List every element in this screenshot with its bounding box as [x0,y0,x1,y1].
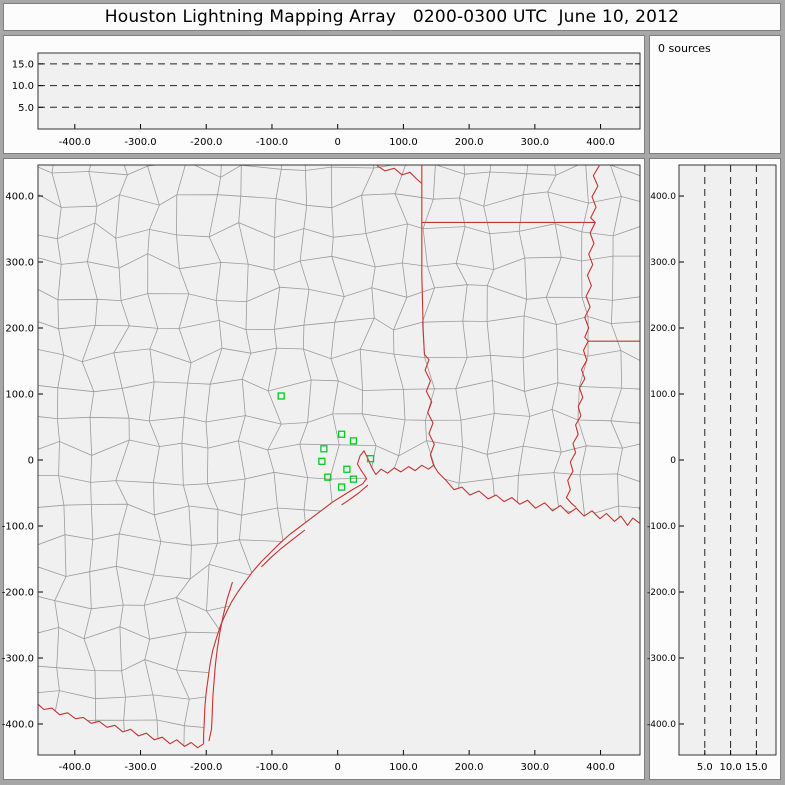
sources-panel: 0 sources [649,35,781,154]
svg-text:400.0: 400.0 [586,137,615,148]
svg-text:300.0: 300.0 [5,258,34,269]
svg-text:0: 0 [334,762,340,773]
svg-text:-400.0: -400.0 [2,719,34,730]
svg-text:-400.0: -400.0 [647,720,676,730]
svg-text:200.0: 200.0 [650,324,676,334]
svg-text:-200.0: -200.0 [2,587,34,598]
svg-text:200.0: 200.0 [455,137,484,148]
svg-text:0: 0 [28,456,34,467]
svg-text:15.0: 15.0 [12,59,34,70]
svg-text:-300.0: -300.0 [647,654,676,664]
altitude-ew-plot: 5.0 10.0 15.0 -400.0 -300.0 -200.0 -100.0 0 100.… [12,52,641,148]
altitude-ew-panel: 5.0 10.0 15.0 -400.0 -300.0 -200.0 -100.0 0 100.… [3,35,645,154]
svg-text:400.0: 400.0 [586,762,615,773]
svg-text:200.0: 200.0 [5,324,34,335]
svg-text:300.0: 300.0 [521,137,550,148]
svg-text:300.0: 300.0 [521,762,550,773]
svg-text:-100.0: -100.0 [2,521,34,532]
svg-text:100.0: 100.0 [650,390,676,400]
altitude-ns-plot: 5.0 10.0 15.0 400.0 300.0 200.0 100.0 0 -100.0 -2… [647,164,777,773]
plan-view-map: -400.0 -300.0 -200.0 -100.0 0 100.0 200.0 300.0… [2,164,641,773]
svg-text:5.0: 5.0 [697,762,713,773]
svg-text:15.0: 15.0 [745,762,767,773]
svg-text:200.0: 200.0 [455,762,484,773]
svg-text:-300.0: -300.0 [124,762,156,773]
title-bar: Houston Lightning Mapping Array 0200-030… [3,3,781,31]
svg-text:100.0: 100.0 [389,762,418,773]
svg-text:100.0: 100.0 [5,390,34,401]
svg-text:-300.0: -300.0 [124,137,156,148]
svg-text:-100.0: -100.0 [647,522,676,532]
svg-text:0: 0 [670,456,676,466]
svg-text:-200.0: -200.0 [190,137,222,148]
sources-count-label: 0 sources [658,42,711,55]
svg-text:-300.0: -300.0 [2,653,34,664]
svg-text:10.0: 10.0 [12,81,34,92]
svg-text:-200.0: -200.0 [190,762,222,773]
svg-text:300.0: 300.0 [650,258,676,268]
svg-text:0: 0 [334,137,340,148]
svg-text:-200.0: -200.0 [647,588,676,598]
page-title: Houston Lightning Mapping Array 0200-030… [104,7,680,27]
plan-view-panel: -400.0 -300.0 -200.0 -100.0 0 100.0 200.0 300.0… [2,158,645,780]
altitude-ns-panel: 5.0 10.0 15.0 400.0 300.0 200.0 100.0 0 -100.0 -2… [647,158,781,780]
svg-text:10.0: 10.0 [719,762,741,773]
svg-text:-400.0: -400.0 [59,137,91,148]
svg-text:-100.0: -100.0 [256,137,288,148]
svg-text:5.0: 5.0 [18,103,34,114]
svg-text:-100.0: -100.0 [256,762,288,773]
svg-text:-400.0: -400.0 [59,762,91,773]
svg-text:400.0: 400.0 [5,192,34,203]
svg-text:400.0: 400.0 [650,192,676,202]
svg-text:100.0: 100.0 [389,137,418,148]
